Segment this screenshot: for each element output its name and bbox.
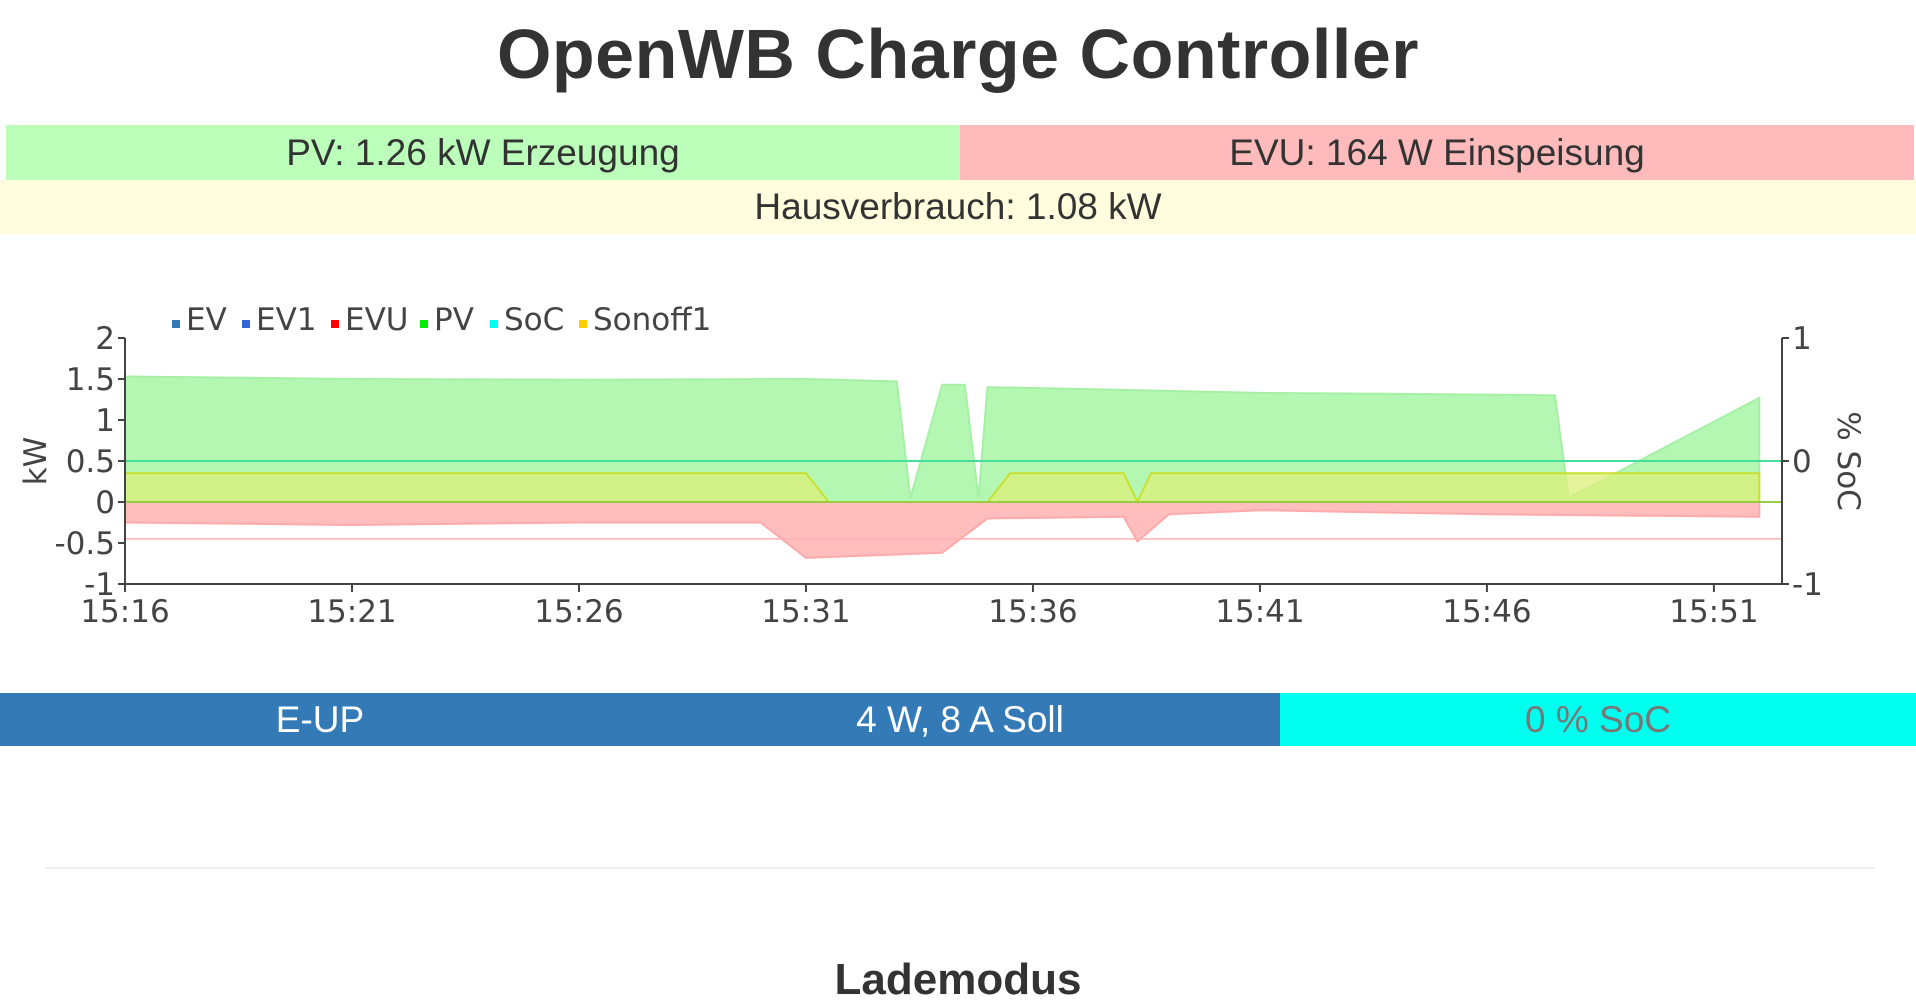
ev-charge-bar[interactable]: E-UP 4 W, 8 A Soll (0, 693, 1280, 746)
legend-label-soc: SoC (504, 302, 564, 338)
legend-swatch-evu (331, 320, 339, 328)
y-right-tick-label: 1 (1792, 321, 1812, 357)
x-tick-label: 15:16 (80, 594, 169, 630)
y-axis-label: kW (18, 437, 54, 486)
y-tick-label: 1 (95, 403, 115, 439)
legend-label-pv: PV (434, 302, 474, 338)
ev-name: E-UP (275, 698, 365, 740)
pv-status-bar: PV: 1.26 kW Erzeugung (6, 125, 960, 180)
x-tick-label: 15:41 (1215, 594, 1304, 630)
house-consumption-bar: Hausverbrauch: 1.08 kW (0, 180, 1916, 234)
power-chart: EV EV1 EVU PV SoC Sonoff1 2 1.5 1 0.5 0 -0.5 -1 1 0 -1… (18, 302, 1866, 630)
legend-label-evu: EVU (345, 302, 408, 338)
ev-soc-bar: 0 % SoC (1280, 693, 1916, 746)
x-tick-label: 15:51 (1669, 594, 1758, 630)
page-title: OpenWB Charge Controller (496, 15, 1420, 93)
legend-swatch-ev1 (242, 320, 250, 328)
y-tick-label: -0.5 (55, 526, 116, 562)
legend-label-ev: EV (186, 302, 227, 338)
legend-swatch-sonoff1 (579, 320, 587, 328)
y-axis-label-right: % SoC (1830, 411, 1866, 511)
legend-swatch-pv (420, 320, 428, 328)
y-tick-label: 2 (95, 321, 115, 357)
series-area-evu (124, 501, 1761, 559)
chart-areas (124, 375, 1782, 559)
legend-swatch-ev (172, 320, 180, 328)
chart-axes: 21.510.50-0.5-110-115:16 15:21 15:26 15:31 1… (55, 321, 1823, 630)
evu-status-bar: EVU: 164 W Einspeisung (960, 125, 1914, 180)
y-tick-label: 0 (95, 485, 115, 521)
legend-swatch-soc (490, 320, 498, 328)
section-divider (45, 867, 1875, 869)
x-tick-label: 15:21 (307, 594, 396, 630)
y-tick-label: 0.5 (66, 444, 115, 480)
y-right-tick-label: -1 (1792, 567, 1823, 603)
chart-legend: EV EV1 EVU PV SoC Sonoff1 (172, 302, 711, 338)
x-tick-label: 15:26 (534, 594, 623, 630)
ev-power: 4 W, 8 A Soll (856, 698, 1064, 740)
legend-label-sonoff1: Sonoff1 (593, 302, 711, 338)
x-tick-label: 15:31 (761, 594, 850, 630)
ev-status-row[interactable]: E-UP 4 W, 8 A Soll 0 % SoC (0, 693, 1916, 746)
y-right-tick-label: 0 (1792, 444, 1812, 480)
x-tick-label: 15:36 (988, 594, 1077, 630)
charge-mode-heading: Lademodus (834, 955, 1082, 1004)
y-tick-label: -1 (84, 567, 115, 603)
series-area-sonoff1 (124, 472, 1761, 505)
x-tick-label: 15:46 (1442, 594, 1531, 630)
y-tick-label: 1.5 (66, 362, 115, 398)
legend-label-ev1: EV1 (256, 302, 317, 338)
